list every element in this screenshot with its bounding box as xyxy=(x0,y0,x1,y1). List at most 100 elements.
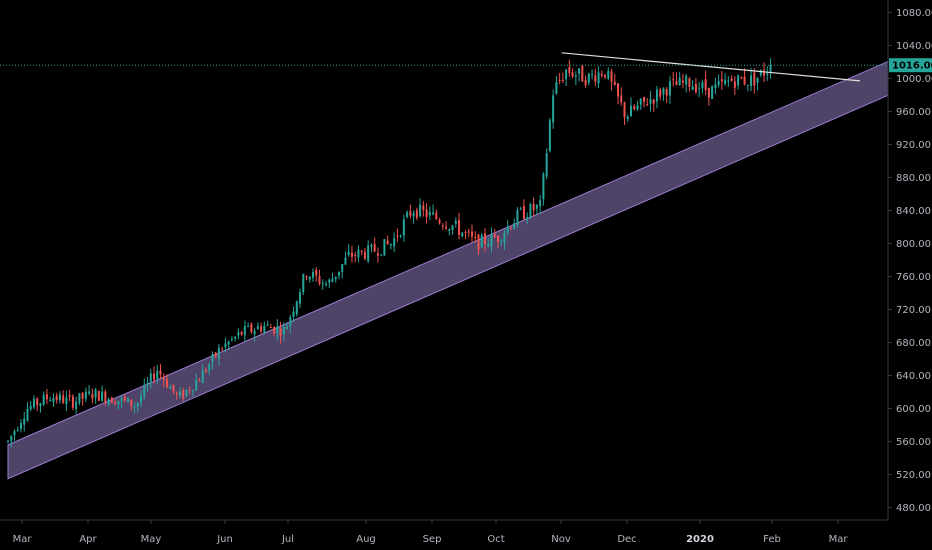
candle-body xyxy=(230,338,233,340)
candle-body xyxy=(156,370,159,379)
candle xyxy=(668,76,671,104)
candle-body xyxy=(500,240,503,242)
time-tick-label: Mar xyxy=(829,534,849,545)
price-tick-label: 920.00 xyxy=(896,140,931,151)
candle-body xyxy=(52,398,55,403)
candle xyxy=(681,73,684,89)
candle xyxy=(101,385,104,402)
candle-body xyxy=(143,384,146,397)
candle xyxy=(58,391,61,404)
candle xyxy=(52,393,55,407)
candle xyxy=(78,393,81,406)
candle-body xyxy=(49,399,52,402)
candle xyxy=(428,206,431,221)
candle xyxy=(432,204,435,216)
candle xyxy=(308,276,311,283)
candle xyxy=(45,388,48,405)
candle xyxy=(480,232,483,248)
candle xyxy=(617,83,620,105)
candle xyxy=(623,101,626,125)
candle xyxy=(471,224,474,243)
price-tick-label: 800.00 xyxy=(896,239,931,250)
candle xyxy=(214,351,217,359)
candle xyxy=(587,72,590,86)
candle-body xyxy=(347,251,350,256)
candle-body xyxy=(568,67,571,73)
candle-body xyxy=(165,379,169,388)
candle-body xyxy=(302,274,305,293)
candle xyxy=(493,228,496,239)
candle-body xyxy=(204,369,207,372)
resistance-trendline xyxy=(561,52,861,82)
candle xyxy=(711,85,714,100)
candle xyxy=(769,58,772,79)
candle-body xyxy=(94,389,97,398)
candle xyxy=(130,399,133,411)
candle xyxy=(172,384,175,395)
candle-body xyxy=(759,70,762,76)
candle-body xyxy=(117,400,120,405)
candle-body xyxy=(672,79,675,81)
candle xyxy=(159,364,162,380)
candle-body xyxy=(594,75,597,82)
annotation-lines xyxy=(0,52,888,82)
candle-body xyxy=(312,271,315,278)
price-tick-label: 960.00 xyxy=(896,107,931,118)
candle-body xyxy=(101,391,104,401)
candle-body xyxy=(299,292,302,304)
candle xyxy=(114,399,117,405)
candle xyxy=(62,390,65,404)
candle xyxy=(688,77,691,92)
candle xyxy=(490,227,493,253)
candle-body xyxy=(88,391,91,394)
candle-body xyxy=(78,393,81,403)
candle xyxy=(221,346,224,351)
candle xyxy=(503,229,506,250)
candle xyxy=(461,232,464,238)
candle-body xyxy=(522,206,525,219)
candle-body xyxy=(68,395,71,397)
time-axis[interactable]: Mar Apr May Jun Jul Aug Sep Oct Nov Dec 2020 Feb Mar xyxy=(0,519,888,545)
candle-body xyxy=(195,380,198,391)
candle xyxy=(133,402,136,414)
candle-body xyxy=(464,231,467,233)
candle-body xyxy=(289,317,292,327)
candle xyxy=(55,392,58,404)
candle-body xyxy=(704,79,707,90)
candle xyxy=(448,228,451,236)
candle xyxy=(230,336,233,342)
candle xyxy=(626,114,629,122)
candle-body xyxy=(503,232,506,243)
candle xyxy=(600,70,603,78)
candle xyxy=(539,194,542,215)
candle-body xyxy=(133,406,136,408)
candle-body xyxy=(532,204,535,211)
price-tick-label: 640.00 xyxy=(896,371,931,382)
candle-body xyxy=(162,376,165,380)
candle xyxy=(483,228,486,252)
candle xyxy=(532,197,535,217)
candle-body xyxy=(91,393,94,399)
candle xyxy=(766,66,769,81)
candle-body xyxy=(480,234,483,248)
candle-body xyxy=(334,276,337,280)
candle xyxy=(474,231,477,243)
candle xyxy=(318,269,321,286)
candle xyxy=(513,218,516,230)
candle xyxy=(334,276,337,283)
candle-body xyxy=(185,389,188,397)
price-axis[interactable]: 1080.00 1040.00 1000.00 960.00 920.00 880.00 8… xyxy=(887,0,932,520)
candle xyxy=(347,244,350,257)
candle-body xyxy=(701,82,704,89)
candle-body xyxy=(435,212,438,220)
candle-body xyxy=(169,386,172,389)
candle xyxy=(302,273,305,296)
candle xyxy=(730,75,733,82)
candle xyxy=(19,419,22,433)
candle xyxy=(519,206,522,211)
candle xyxy=(743,68,746,86)
candle-body xyxy=(240,331,243,335)
candle xyxy=(71,394,74,411)
candle xyxy=(263,321,266,335)
